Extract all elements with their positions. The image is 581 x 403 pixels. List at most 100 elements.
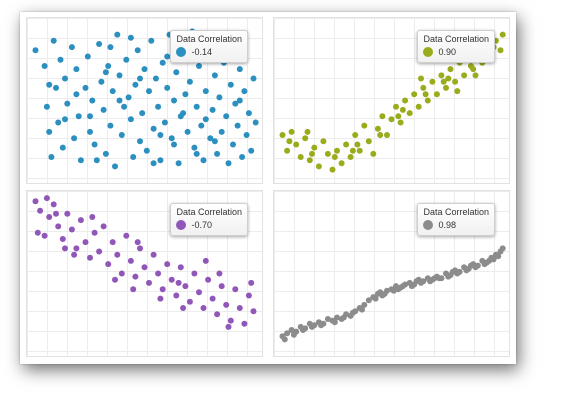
data-point [73, 245, 80, 252]
data-point [236, 97, 243, 104]
data-point [443, 84, 449, 91]
data-point [184, 128, 191, 135]
data-point [193, 150, 200, 157]
data-point [334, 314, 340, 321]
data-point [309, 150, 315, 157]
data-point [141, 66, 148, 73]
legend-value: -0.14 [191, 47, 212, 57]
data-point [91, 141, 98, 148]
data-point [137, 138, 143, 145]
data-point [186, 78, 193, 85]
data-point [241, 88, 248, 95]
data-point [388, 116, 395, 123]
data-point [134, 239, 141, 246]
data-point [349, 147, 356, 154]
data-point [159, 286, 166, 293]
data-point [164, 261, 171, 268]
data-point [46, 81, 53, 88]
data-point [422, 91, 429, 98]
data-point [32, 198, 39, 205]
data-point [155, 270, 162, 277]
data-point [284, 147, 291, 154]
data-point [37, 207, 44, 214]
data-point [320, 138, 327, 145]
data-point [41, 63, 48, 69]
data-point [173, 292, 180, 299]
data-point [89, 97, 96, 104]
legend-value: 0.90 [438, 47, 456, 57]
data-point [177, 264, 184, 271]
data-point [472, 72, 479, 79]
data-point [218, 283, 225, 290]
data-point [318, 322, 325, 329]
data-point [73, 91, 80, 98]
data-point [137, 245, 143, 252]
data-point [53, 84, 59, 91]
legend-title: Data Correlation [176, 34, 242, 44]
data-point [309, 323, 315, 330]
data-point [75, 113, 82, 120]
data-point [495, 253, 502, 260]
data-point [209, 106, 216, 113]
data-point [57, 56, 64, 63]
data-point [118, 132, 125, 138]
data-point [413, 278, 420, 285]
data-point [53, 210, 59, 217]
data-point [279, 132, 286, 138]
data-point [62, 116, 68, 123]
data-point [161, 119, 168, 126]
data-point [118, 270, 125, 277]
legend-entry: -0.14 [176, 46, 242, 58]
data-point [152, 75, 159, 82]
data-point [324, 316, 331, 322]
chart-panel-1: Data Correlation -0.14 [26, 17, 263, 184]
data-point [286, 138, 293, 145]
data-point [381, 290, 388, 297]
data-point [186, 298, 193, 305]
data-point [248, 279, 255, 286]
data-point [198, 122, 205, 129]
data-point [338, 160, 345, 167]
data-point [497, 47, 504, 54]
data-point [395, 286, 402, 293]
data-point [87, 113, 93, 120]
data-point [191, 144, 198, 151]
data-point [91, 229, 98, 236]
data-point [415, 103, 422, 110]
data-point [41, 232, 48, 239]
data-point [89, 214, 96, 220]
data-point [463, 267, 470, 274]
data-point [288, 128, 295, 135]
data-point [447, 66, 454, 73]
data-point [82, 84, 89, 91]
data-point [98, 78, 105, 85]
data-point [243, 132, 250, 138]
data-point [196, 289, 202, 296]
data-point [105, 63, 112, 69]
data-point [408, 283, 415, 290]
data-point [361, 122, 368, 129]
data-point [395, 113, 402, 120]
data-point [55, 223, 62, 230]
legend-title: Data Correlation [176, 207, 242, 217]
data-point [175, 160, 182, 167]
data-point [218, 128, 225, 135]
data-point [214, 311, 221, 318]
data-point [32, 47, 39, 54]
chart-card: Data Correlation -0.14 Data Correlation … [20, 12, 516, 364]
data-point [64, 210, 71, 217]
data-point [193, 103, 200, 110]
data-point [62, 245, 68, 252]
data-point [173, 69, 180, 76]
legend-marker-icon [176, 220, 187, 230]
data-point [211, 72, 218, 79]
data-point [324, 150, 331, 157]
data-point [245, 292, 252, 299]
legend-box: Data Correlation -0.70 [170, 203, 248, 236]
data-point [331, 319, 338, 326]
data-point [93, 157, 100, 164]
data-point [139, 110, 146, 117]
legend-marker-icon [176, 47, 187, 57]
data-point [288, 327, 295, 333]
data-point [125, 94, 132, 101]
